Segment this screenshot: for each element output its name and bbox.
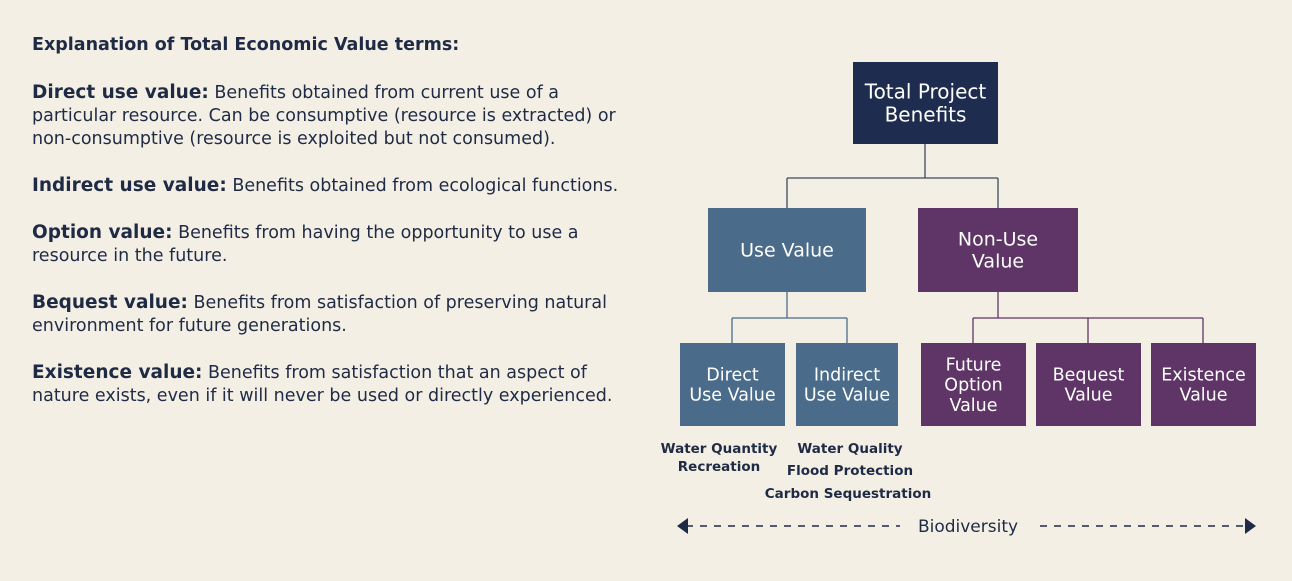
node-label: Indirect (814, 366, 880, 386)
term: Bequest value: (32, 292, 188, 313)
example-label: Water Quality (797, 441, 902, 457)
connector (731, 292, 848, 343)
connector (786, 144, 999, 208)
node-label: Future (946, 356, 1002, 376)
example-label: Carbon Sequestration (765, 486, 931, 502)
definition: Benefits from satisfaction that an aspec… (32, 363, 613, 406)
node-label: Bequest (1053, 366, 1125, 386)
definition: Benefits from satisfaction of preserving… (32, 293, 607, 336)
node-box (796, 343, 898, 426)
heading: Explanation of Total Economic Value term… (32, 35, 460, 55)
term-paragraph: Existence value: Benefits from satisfact… (32, 361, 632, 408)
footer-label: Biodiversity (918, 517, 1018, 537)
biodiversity-arrow: Biodiversity (677, 517, 1256, 537)
connector (972, 292, 1204, 343)
node-label: Value (1179, 386, 1227, 406)
definition: Benefits obtained from current use of a … (32, 83, 616, 149)
node-box (918, 208, 1078, 292)
example-label: Recreation (678, 459, 760, 475)
term: Indirect use value: (32, 175, 227, 196)
term-paragraph: Option value: Benefits from having the o… (32, 221, 632, 268)
node-label: Option (944, 376, 1002, 396)
arrow-head (1245, 518, 1256, 534)
term: Existence value: (32, 362, 203, 383)
terms: Direct use value: Benefits obtained from… (32, 81, 632, 408)
node-label: Use Value (804, 386, 890, 406)
definition: Benefits obtained from ecological functi… (232, 176, 619, 196)
node-box (1151, 343, 1256, 426)
example-label: Flood Protection (787, 463, 913, 479)
example-label: Water Quantity (661, 441, 778, 457)
explanation: Explanation of Total Economic Value term… (32, 34, 632, 431)
term-paragraph: Direct use value: Benefits obtained from… (32, 81, 632, 151)
node-box (1036, 343, 1141, 426)
node-label: Existence (1161, 366, 1246, 386)
node-label: Value (949, 396, 997, 416)
node-label: Use Value (689, 386, 775, 406)
node-label: Non-Use (958, 229, 1038, 251)
definition: Benefits from having the opportunity to … (32, 223, 579, 266)
node-label: Value (1064, 386, 1112, 406)
term-paragraph: Indirect use value: Benefits obtained fr… (32, 174, 632, 198)
term: Option value: (32, 222, 173, 243)
node-box (708, 208, 866, 292)
node-label: Total Project (864, 80, 987, 104)
node-label: Benefits (885, 103, 967, 127)
node-box (921, 343, 1026, 426)
term: Direct use value: (32, 82, 209, 103)
node-label: Use Value (740, 240, 834, 262)
arrow-head (677, 518, 688, 534)
node: Use Value (708, 208, 866, 292)
node-label: Value (972, 251, 1024, 273)
node-label: Direct (706, 366, 759, 386)
node-box (853, 62, 998, 144)
connectors (731, 144, 1204, 343)
node-box (680, 343, 785, 426)
term-paragraph: Bequest value: Benefits from satisfactio… (32, 291, 632, 338)
